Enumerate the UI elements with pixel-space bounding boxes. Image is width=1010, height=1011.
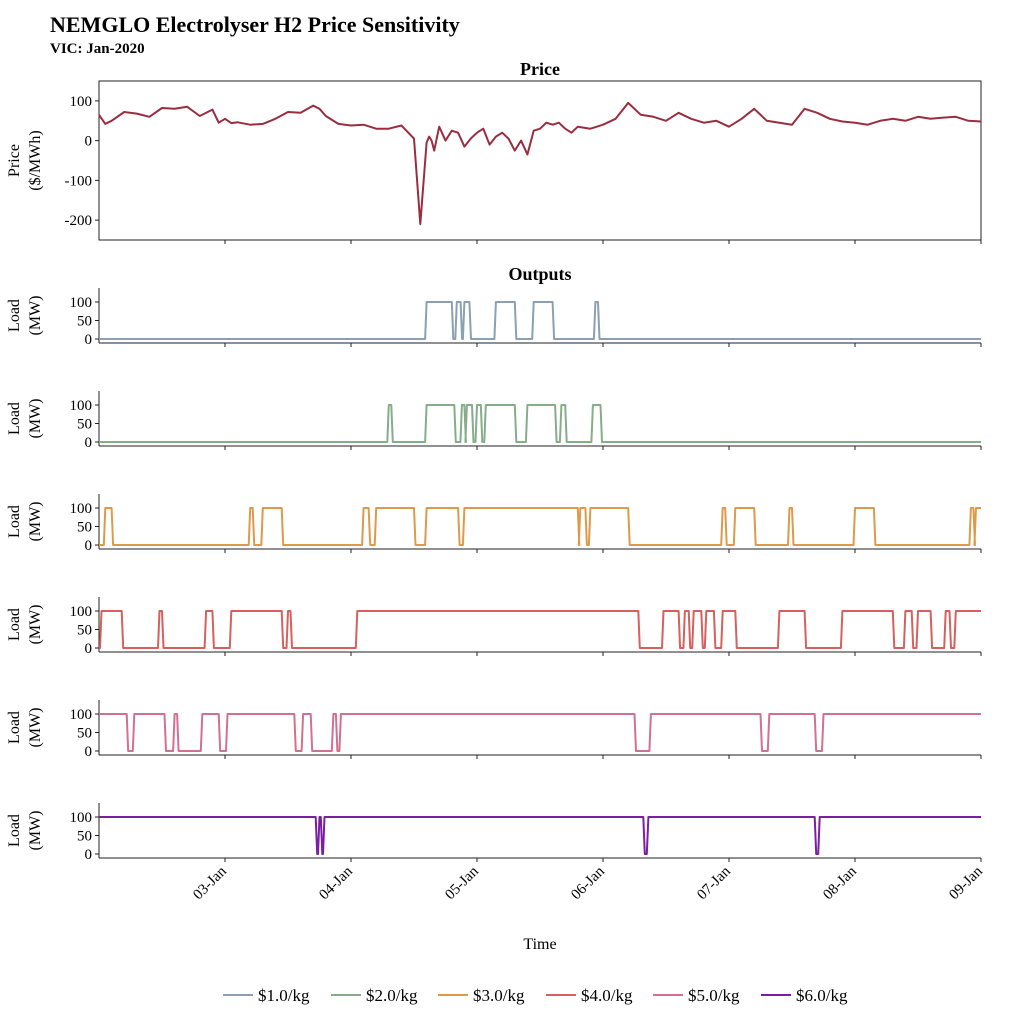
load-panel-3: 100 50 0 Load (MW) xyxy=(6,494,982,554)
load-ylabel-4-line2: (MW) xyxy=(27,605,44,645)
load-ytick-label: 0 xyxy=(85,847,93,863)
load-panel-1: 100 50 0 Load (MW) xyxy=(6,288,982,348)
load-ytick-label: 50 xyxy=(77,314,92,330)
load-ytick-label: 0 xyxy=(85,435,93,451)
price-ylabel: Price ($/MWh) xyxy=(6,130,44,190)
load-panel-6: 100 50 0 Load (MW) xyxy=(6,803,982,863)
load-ylabel-4-line1: Load xyxy=(6,608,23,641)
legend-label-2: $2.0/kg xyxy=(366,986,418,1005)
load-ylabel-5-line2: (MW) xyxy=(27,708,44,748)
x-tick-label: 03-Jan xyxy=(190,863,230,903)
x-tick-label: 08-Jan xyxy=(820,863,860,903)
load-ylabel-2-line1: Load xyxy=(6,402,23,435)
load-ylabel-5: Load (MW) xyxy=(6,708,44,748)
load-ylabel-1: Load (MW) xyxy=(6,296,44,336)
load-ytick-label: 0 xyxy=(85,332,93,348)
price-ytick-label: 0 xyxy=(85,134,93,150)
load-ylabel-6-line2: (MW) xyxy=(27,811,44,851)
load-panel-5: 100 50 0 Load (MW) xyxy=(6,700,982,760)
price-series-line xyxy=(98,101,982,226)
load-ylabel-3-line2: (MW) xyxy=(27,502,44,542)
x-tick-label: 04-Jan xyxy=(316,863,356,903)
load-series-line-2 xyxy=(99,404,981,443)
load-ytick-label: 0 xyxy=(85,538,93,554)
price-ytick-label: -100 xyxy=(65,173,93,189)
load-ylabel-2-line2: (MW) xyxy=(27,399,44,439)
load-ytick-label: 50 xyxy=(77,726,92,742)
x-axis-label: Time xyxy=(523,936,556,953)
load-ytick-label: 100 xyxy=(70,604,93,620)
load-ylabel-5-line1: Load xyxy=(6,711,23,744)
legend-label-4: $4.0/kg xyxy=(581,986,633,1005)
load-ylabel-6: Load (MW) xyxy=(6,811,44,851)
load-ylabel-3: Load (MW) xyxy=(6,502,44,542)
load-ytick-label: 0 xyxy=(85,641,93,657)
load-ylabel-1-line1: Load xyxy=(6,299,23,332)
x-tick-label: 06-Jan xyxy=(568,863,608,903)
outputs-title: Outputs xyxy=(508,264,571,284)
load-ylabel-4: Load (MW) xyxy=(6,605,44,645)
load-ytick-label: 100 xyxy=(70,707,93,723)
load-ytick-label: 100 xyxy=(70,295,93,311)
legend-label-6: $6.0/kg xyxy=(796,986,848,1005)
price-panel-frame xyxy=(98,80,982,241)
x-tick-label: 09-Jan xyxy=(946,863,986,903)
x-tick-label: 07-Jan xyxy=(694,863,734,903)
price-ylabel-line2: ($/MWh) xyxy=(27,130,44,190)
load-series-line-5 xyxy=(99,713,981,752)
legend-label-5: $5.0/kg xyxy=(688,986,740,1005)
load-ytick-label: 50 xyxy=(77,829,92,845)
load-ylabel-1-line2: (MW) xyxy=(27,296,44,336)
load-ytick-label: 100 xyxy=(70,398,93,414)
legend-label-1: $1.0/kg xyxy=(258,986,310,1005)
price-ylabel-line1: Price xyxy=(6,144,23,177)
price-ytick-label: -200 xyxy=(65,213,93,229)
load-panel-2: 100 50 0 Load (MW) xyxy=(6,391,982,451)
load-ylabel-6-line1: Load xyxy=(6,814,23,847)
load-ylabel-2: Load (MW) xyxy=(6,399,44,439)
load-series-line-4 xyxy=(99,610,981,649)
chart-title: NEMGLO Electrolyser H2 Price Sensitivity xyxy=(50,12,460,37)
load-ytick-label: 50 xyxy=(77,417,92,433)
load-ytick-label: 100 xyxy=(70,501,93,517)
chart-subtitle: VIC: Jan-2020 xyxy=(50,41,145,57)
load-series-line-6 xyxy=(99,816,981,855)
load-ytick-label: 50 xyxy=(77,520,92,536)
load-ytick-label: 0 xyxy=(85,744,93,760)
load-series-line-1 xyxy=(99,301,981,340)
load-ylabel-3-line1: Load xyxy=(6,505,23,538)
legend-label-3: $3.0/kg xyxy=(473,986,525,1005)
load-panel-4: 100 50 0 Load (MW) xyxy=(6,597,982,657)
load-ytick-label: 50 xyxy=(77,623,92,639)
price-panel-title: Price xyxy=(520,59,560,79)
load-ytick-label: 100 xyxy=(70,810,93,826)
price-ytick-label: 100 xyxy=(70,94,93,110)
load-series-line-3 xyxy=(99,507,981,546)
legend: $1.0/kg $2.0/kg $3.0/kg $4.0/kg $5.0/kg $6.0/… xyxy=(223,986,848,1005)
x-tick-label: 05-Jan xyxy=(442,863,482,903)
time-axis: 03-Jan 04-Jan 05-Jan 06-Jan 07-Jan 08-Jan 09-J… xyxy=(190,863,986,903)
